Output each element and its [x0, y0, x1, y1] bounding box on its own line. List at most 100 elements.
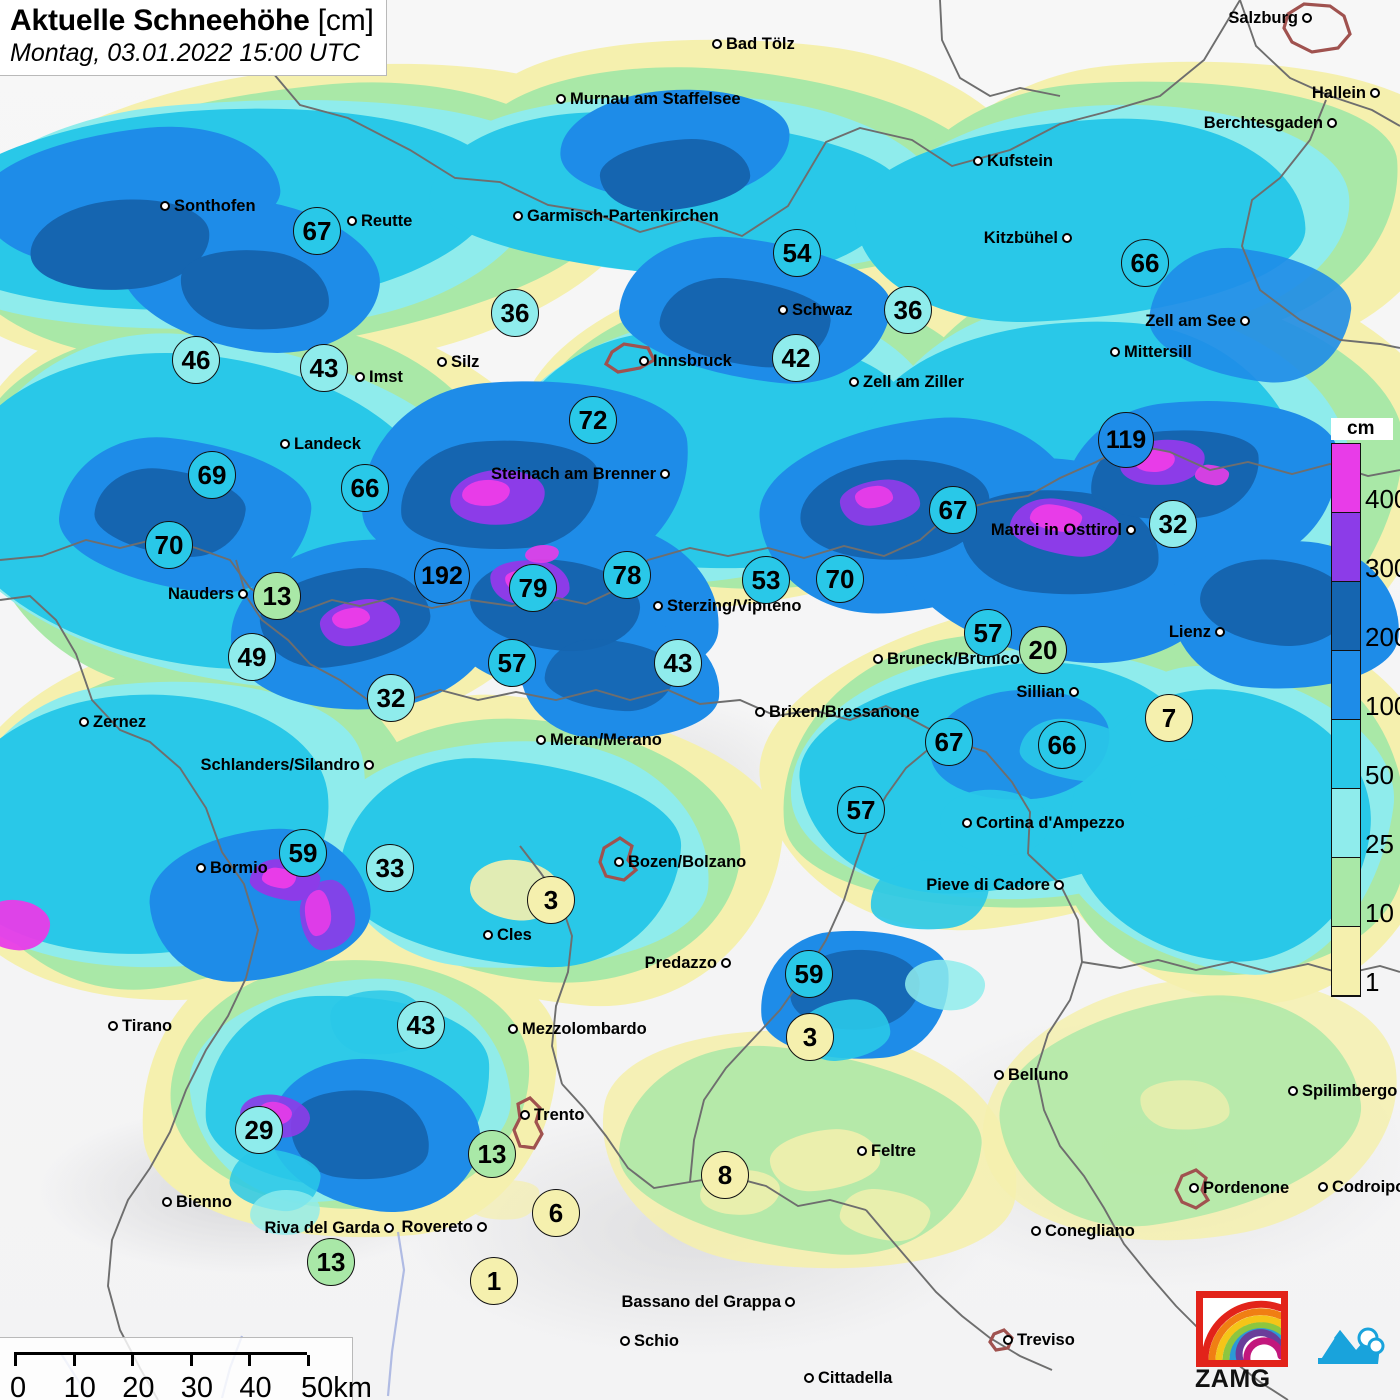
scale-label-30: 30 [180, 1372, 214, 1400]
station-marker[interactable]: 53 [742, 556, 790, 604]
city-label: Hallein [1312, 85, 1380, 102]
city-name: Bassano del Grappa [621, 1293, 781, 1311]
station-marker[interactable]: 119 [1098, 412, 1154, 468]
city-label: Belluno [994, 1067, 1069, 1084]
city-label: Coneglianо [1031, 1223, 1135, 1240]
station-marker[interactable]: 192 [414, 548, 470, 604]
city-name: Pieve di Cadore [926, 876, 1050, 894]
station-marker[interactable]: 33 [366, 844, 414, 892]
city-name: Silz [451, 353, 480, 371]
city-name: Garmisch-Partenkirchen [527, 207, 719, 225]
station-marker[interactable]: 13 [253, 572, 301, 620]
station-marker[interactable]: 32 [367, 674, 415, 722]
station-marker[interactable]: 70 [816, 555, 864, 603]
colorbar-band-100-200 [1332, 651, 1360, 720]
city-marker-icon [79, 717, 89, 728]
station-marker[interactable]: 72 [569, 396, 617, 444]
city-label: Salzburg [1228, 10, 1312, 27]
station-marker[interactable]: 1 [470, 1257, 518, 1305]
city-name: Kitzbühel [983, 229, 1058, 247]
station-marker[interactable]: 3 [786, 1013, 834, 1061]
city-label: Spilimbergo [1288, 1083, 1397, 1100]
city-name: Mittersill [1124, 343, 1192, 361]
station-marker[interactable]: 46 [172, 336, 220, 384]
station-marker[interactable]: 59 [785, 950, 833, 998]
station-marker[interactable]: 66 [341, 464, 389, 512]
station-marker[interactable]: 69 [188, 451, 236, 499]
city-name: Lienz [1168, 623, 1211, 641]
colorbar-unit-label: cm [1331, 418, 1393, 440]
colorbar-tick-100: 100 [1365, 691, 1400, 722]
city-label: Riva del Garda [264, 1220, 394, 1237]
scale-label-50km: 50km [301, 1372, 372, 1400]
station-marker[interactable]: 6 [532, 1189, 580, 1237]
city-label: Predazzo [645, 955, 731, 972]
city-name: Bad Tölz [726, 35, 795, 53]
city-marker-icon [477, 1222, 487, 1233]
colorbar-tick-400: 400 [1365, 484, 1400, 515]
city-marker-icon [108, 1021, 118, 1032]
station-marker[interactable]: 49 [228, 633, 276, 681]
colorbar-band-1-10 [1332, 927, 1360, 996]
station-marker[interactable]: 59 [279, 829, 327, 877]
station-marker[interactable]: 36 [884, 286, 932, 334]
city-marker-icon [513, 211, 523, 222]
city-label: Bienno [162, 1194, 232, 1211]
city-marker-icon [614, 857, 624, 868]
station-marker[interactable]: 36 [491, 289, 539, 337]
city-marker-icon [483, 930, 493, 941]
station-marker[interactable]: 13 [307, 1238, 355, 1286]
station-marker[interactable]: 57 [488, 639, 536, 687]
city-marker-icon [1062, 233, 1072, 244]
colorbar-bands: 400 300 200 100 50 25 10 1 [1331, 443, 1400, 997]
station-marker[interactable]: 67 [925, 718, 973, 766]
station-marker[interactable]: 57 [964, 609, 1012, 657]
colorbar-tick-50: 50 [1365, 760, 1394, 791]
city-name: Nauders [167, 585, 234, 603]
city-marker-icon [639, 356, 649, 367]
station-marker[interactable]: 67 [293, 207, 341, 255]
city-name: Tirano [122, 1017, 173, 1035]
station-marker[interactable]: 13 [468, 1130, 516, 1178]
city-label: Tirano [108, 1018, 172, 1035]
station-marker[interactable]: 66 [1121, 239, 1169, 287]
station-marker[interactable]: 3 [527, 876, 575, 924]
station-marker[interactable]: 42 [772, 334, 820, 382]
city-name: Belluno [1008, 1066, 1069, 1084]
station-marker[interactable]: 32 [1149, 500, 1197, 548]
station-marker[interactable]: 54 [773, 229, 821, 277]
city-name: Treviso [1017, 1331, 1075, 1349]
station-marker[interactable]: 66 [1038, 721, 1086, 769]
city-label: Brixen/Bressanone [755, 704, 919, 721]
city-marker-icon [1110, 347, 1120, 358]
city-label: Zernez [79, 714, 146, 731]
map-timestamp: Montag, 03.01.2022 15:00 UTC [10, 39, 361, 67]
station-marker[interactable]: 70 [145, 521, 193, 569]
city-name: Schio [634, 1332, 679, 1350]
city-marker-icon [1370, 88, 1380, 99]
city-label: Innsbruck [639, 353, 732, 370]
city-marker-icon [364, 760, 374, 771]
city-name: Spilimbergo [1302, 1082, 1398, 1100]
station-marker[interactable]: 8 [701, 1151, 749, 1199]
station-marker[interactable]: 7 [1145, 694, 1193, 742]
city-marker-icon [280, 439, 290, 450]
city-label: Schwaz [778, 302, 853, 319]
station-marker[interactable]: 43 [397, 1001, 445, 1049]
station-marker[interactable]: 57 [837, 786, 885, 834]
city-marker-icon [1288, 1086, 1298, 1097]
city-marker-icon [620, 1336, 630, 1347]
city-label: Garmisch-Partenkirchen [513, 208, 719, 225]
station-marker[interactable]: 67 [929, 486, 977, 534]
station-marker[interactable]: 29 [235, 1106, 283, 1154]
city-label: Landeck [280, 436, 361, 453]
city-name: Landeck [294, 435, 361, 453]
scale-tick-1 [72, 1355, 76, 1366]
station-marker[interactable]: 20 [1019, 626, 1067, 674]
station-marker[interactable]: 43 [654, 639, 702, 687]
station-marker[interactable]: 78 [603, 551, 651, 599]
station-marker[interactable]: 79 [509, 564, 557, 612]
city-label: Reutte [347, 213, 412, 230]
city-label: Matrei in Osttirol [991, 522, 1136, 539]
station-marker[interactable]: 43 [300, 344, 348, 392]
